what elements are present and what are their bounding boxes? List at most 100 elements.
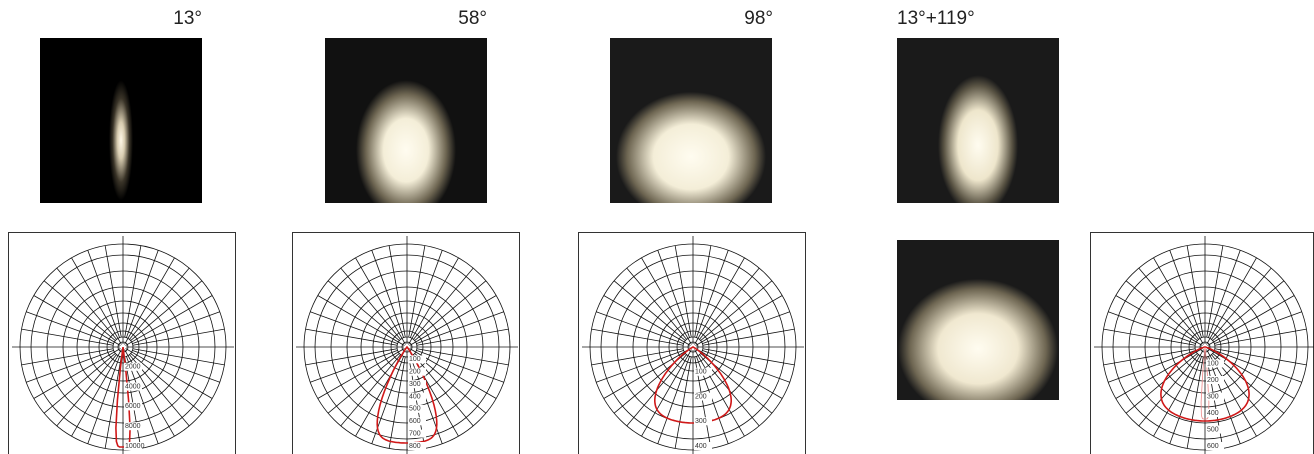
intensity-curve: [1160, 346, 1250, 422]
tick-bg: [1206, 442, 1224, 450]
beam-label: 98°: [744, 8, 773, 29]
polar-spoke: [1138, 267, 1199, 340]
tick-bg: [694, 417, 712, 426]
polar-spoke: [702, 328, 795, 346]
tick-bg: [124, 422, 142, 431]
polar-spoke: [591, 348, 684, 366]
polar-spoke: [310, 311, 398, 344]
polar-spoke: [305, 328, 398, 346]
polar-spoke: [416, 328, 509, 346]
polar-spoke: [327, 353, 400, 414]
polar-frame: 100 200 300 400: [578, 232, 806, 454]
polar-spoke: [1103, 328, 1196, 346]
polar-spoke: [1214, 350, 1302, 383]
polar-spoke: [1214, 328, 1307, 346]
polar-spoke: [125, 295, 213, 346]
polar-spoke: [87, 250, 120, 338]
polar-spoke: [414, 280, 487, 341]
polar-spoke: [388, 245, 406, 338]
polar-spoke: [408, 257, 459, 345]
tick-bg: [408, 442, 426, 450]
polar-spoke: [626, 267, 687, 340]
polar-spoke: [416, 350, 504, 383]
polar-spoke: [409, 295, 497, 346]
tick-bg: [408, 404, 426, 413]
polar-diagram: 2000 4000 6000 8000 10000: [12, 236, 234, 454]
polar-spoke: [355, 257, 406, 345]
polar-tick-label: 100: [695, 369, 707, 376]
beam-label: 13°: [173, 8, 202, 29]
polar-spoke: [657, 356, 690, 444]
tick-bg: [408, 367, 426, 376]
intensity-curve: [654, 346, 732, 424]
polar-spoke: [310, 350, 398, 383]
polar-spoke: [641, 349, 692, 437]
polar-spoke: [674, 356, 692, 449]
tick-bg: [408, 392, 426, 401]
polar-spoke: [1115, 295, 1203, 346]
polar-spoke: [104, 245, 122, 338]
polar-spoke: [700, 280, 773, 341]
polar-spoke: [414, 353, 487, 414]
polar-spoke: [613, 280, 686, 341]
polar-spoke: [43, 280, 116, 341]
tick-bg: [408, 429, 426, 438]
polar-spoke: [1214, 311, 1302, 344]
polar-spoke: [702, 311, 790, 344]
tick-bg: [124, 362, 142, 371]
polar-spoke: [695, 348, 783, 399]
beam-photo: [40, 38, 202, 203]
intensity-curve: [376, 345, 438, 444]
polar-spoke: [317, 348, 405, 399]
tick-bg: [1206, 409, 1224, 417]
polar-spoke: [1125, 280, 1198, 341]
polar-spoke: [124, 257, 175, 345]
polar-spoke: [1208, 250, 1241, 338]
polar-tick-label: 8000: [125, 423, 141, 430]
polar-spoke: [674, 245, 692, 338]
polar-tick-label: 200: [1207, 377, 1219, 384]
polar-tick-label: 100: [409, 356, 421, 363]
polar-spoke: [1207, 348, 1295, 399]
beam-label: 13°+119°: [897, 8, 975, 29]
polar-spoke: [413, 267, 474, 340]
tick-bg: [124, 382, 142, 391]
polar-tick-label: 100: [1207, 360, 1219, 367]
polar-tick-label: 200: [695, 393, 707, 400]
tick-bg: [694, 392, 712, 401]
polar-tick-label: 300: [695, 418, 707, 425]
beam-photo: [897, 38, 1059, 203]
polar-spoke: [132, 328, 225, 346]
polar-spoke: [132, 350, 220, 383]
polar-spoke: [603, 348, 691, 399]
polar-spoke: [696, 250, 729, 338]
polar-spoke: [1108, 311, 1196, 344]
polar-spoke: [1206, 257, 1257, 345]
polar-spoke: [71, 257, 122, 345]
polar-spoke: [410, 250, 443, 338]
polar-spoke: [1212, 280, 1285, 341]
polar-spoke: [56, 267, 117, 340]
polar-spoke: [1207, 295, 1295, 346]
polar-spoke: [1138, 354, 1199, 427]
polar-spoke: [1153, 257, 1204, 345]
tick-bg: [408, 355, 426, 364]
polar-tick-label: 500: [1207, 426, 1219, 433]
polar-spoke: [87, 356, 120, 444]
beam-photo: [610, 38, 772, 203]
tick-bg: [694, 367, 712, 376]
tick-bg: [124, 402, 142, 411]
tick-bg: [694, 442, 712, 450]
polar-spoke: [305, 348, 398, 366]
tick-bg: [1206, 392, 1224, 401]
polar-spoke: [413, 354, 474, 427]
tick-bg: [408, 380, 426, 389]
tick-bg: [1206, 425, 1224, 434]
polar-tick-label: 2000: [125, 364, 141, 371]
polar-spoke: [702, 350, 790, 383]
polar-frame: 100 200 300 400 500 600 700 800: [292, 232, 520, 454]
polar-spoke: [416, 348, 509, 366]
beam-photo: [325, 38, 487, 203]
polar-spoke: [340, 267, 401, 340]
polar-spoke: [1125, 353, 1198, 414]
